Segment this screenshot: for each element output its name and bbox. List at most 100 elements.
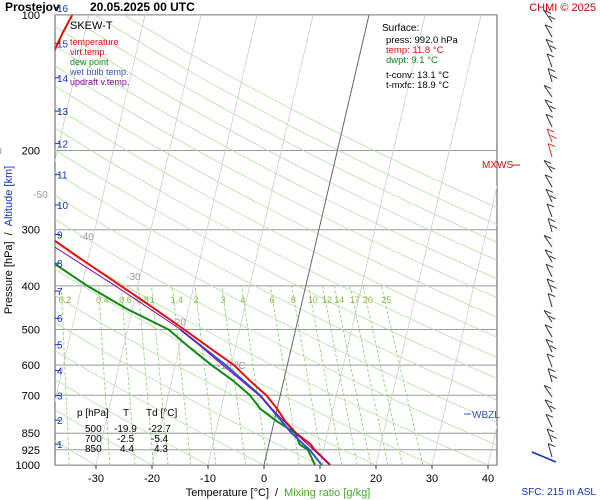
surface-info: Surface: press: 992.0 hPa temp: 11.8 °C … (382, 23, 459, 91)
legend-item-temperature: temperature (70, 37, 119, 47)
wind-barb (546, 278, 553, 293)
isotherm-labels: -80 °C-70-60-50-40-30-20-10 °C (0, 146, 246, 372)
wind-barb-feather (550, 135, 557, 139)
wind-barb-feather (550, 74, 558, 79)
isotherm-line (375, 15, 482, 465)
isotherm-label: -40 (79, 232, 94, 243)
isotherm-line (431, 184, 497, 465)
pressure-tick-label: 700 (22, 390, 40, 402)
wind-barb (544, 174, 553, 188)
wind-barb-feather (550, 435, 557, 439)
y-axis-label: Pressure [hPa] / Altitude [km] (3, 166, 15, 314)
wind-barb (543, 10, 553, 23)
mixing-ratio-line (194, 285, 217, 465)
table-cell: 4.3 (154, 444, 168, 455)
wind-barb (545, 189, 553, 203)
pressure-tick-label: 925 (22, 445, 40, 457)
dry-adiabat (55, 379, 209, 465)
table-header-p: p [hPa] (77, 408, 109, 419)
x-tick-label: 30 (426, 473, 438, 485)
y-axis-pressure-label: Pressure [hPa] (3, 241, 15, 314)
surface-tmxfc: t-mxfc: 18.9 °C (386, 80, 449, 91)
altitude-tick-label: 16 (57, 4, 69, 15)
isotherm-line (55, 15, 90, 163)
mixing-ratio-line (291, 285, 324, 465)
copyright: CHMI © 2025 (529, 2, 596, 14)
surface-title: Surface: (382, 23, 419, 34)
wind-barb-feather (550, 285, 557, 289)
pressure-tick-label: 200 (22, 145, 40, 157)
altitude-tick-label: 8 (57, 259, 63, 270)
mixing-ratio-label: 0.2 (59, 295, 72, 305)
isotherm-label: -30 (126, 272, 141, 283)
wind-barb (543, 385, 553, 398)
dry-adiabat (55, 45, 497, 280)
wind-barb-feather (550, 224, 558, 229)
dry-adiabat (55, 243, 489, 465)
altitude-tick-label: 4 (57, 366, 63, 377)
wind-barb-feather (547, 218, 556, 223)
x-axis-temperature-label: Temperature [°C] (186, 487, 269, 499)
dry-adiabat (55, 65, 497, 299)
mixing-ratio-line (362, 285, 403, 465)
wind-barb (545, 339, 553, 353)
wind-barb-feather (545, 38, 554, 43)
station-name: Prostejov (5, 0, 60, 14)
table-header-t: T (123, 408, 129, 419)
mixing-ratio-labels: 0.2 0.4 0.6 0.8 1 1.4 2 3 4 6 8 10 12 14 17 20 25 (59, 295, 392, 305)
wind-barb (547, 68, 553, 83)
altitude-tick-label: 6 (57, 314, 63, 325)
wind-barb (543, 235, 553, 248)
wind-barb-feather (549, 405, 556, 410)
wind-barb-feather (544, 24, 553, 29)
wind-barb (545, 264, 553, 278)
wind-barb-feather (546, 203, 555, 208)
wind-barb-feather (548, 315, 556, 320)
mixing-ratio-line (334, 285, 372, 465)
isotherm-label: -10 °C (217, 361, 245, 372)
wind-barb-feather (546, 278, 555, 283)
isotherm-line (319, 15, 426, 465)
dry-adiabat (55, 295, 377, 465)
table-cell: -22.7 (148, 424, 171, 435)
mixing-ratio-label: 14 (334, 295, 344, 305)
wind-barb (544, 99, 553, 113)
wind-barb (547, 443, 553, 458)
isotherm-line (207, 15, 314, 465)
wind-barb-feather (549, 195, 557, 200)
wind-barb-feather (547, 368, 556, 373)
surface-temp: temp: 11.8 °C (386, 45, 444, 56)
mixing-ratio-label: 20 (363, 295, 373, 305)
isotherm-label: -20 (171, 318, 186, 329)
dry-adiabat (55, 409, 153, 465)
altitude-tick-label: 15 (57, 39, 69, 50)
mixing-ratio-label: 2 (193, 295, 198, 305)
wind-barb-feather (543, 159, 552, 164)
wind-barb-feather (544, 174, 553, 179)
mixing-ratio-line (322, 285, 358, 465)
dry-adiabat (55, 350, 265, 465)
mixing-ratio-line (171, 285, 192, 465)
isotherm-label: -50 (33, 190, 48, 201)
wind-barb-feather (545, 188, 554, 193)
y-axis-altitude-label: Altitude [km] (3, 166, 15, 227)
curve-updraft-v-temp (55, 246, 331, 465)
wind-barb (544, 324, 553, 338)
wind-barb (544, 24, 553, 38)
mixing-ratio-label: 1 (150, 295, 155, 305)
altitude-tick-label: 11 (57, 171, 68, 182)
surface-wind-barb (531, 451, 557, 463)
dry-adiabat (55, 85, 497, 318)
wind-barb (546, 128, 553, 143)
dry-adiabat (94, 15, 497, 226)
x-tick-label: -30 (88, 473, 104, 485)
mixing-ratio-label: 8 (291, 295, 296, 305)
wind-barb-feather (545, 113, 554, 118)
altitude-tick-label: 1 (57, 440, 63, 451)
isotherm-line (55, 15, 146, 403)
dry-adiabat (55, 195, 497, 423)
dry-adiabat (65, 15, 497, 243)
dry-adiabat (55, 171, 497, 401)
dry-adiabat (55, 149, 497, 379)
mixing-ratio-label: 17 (350, 295, 360, 305)
